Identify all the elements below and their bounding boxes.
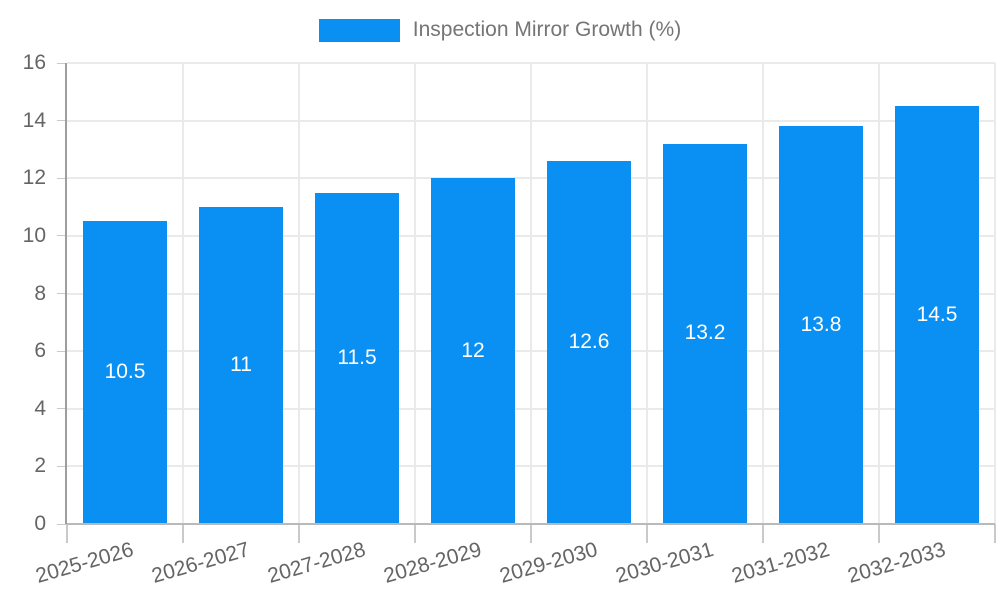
y-axis-tick-label: 0 — [34, 512, 46, 535]
bar-value-label: 11.5 — [337, 345, 377, 369]
gridline-vertical — [298, 63, 300, 524]
bar-value-label: 10.5 — [104, 360, 146, 384]
bar-value-label: 13.2 — [684, 321, 726, 345]
x-axis-tick-mark — [182, 524, 184, 543]
y-axis-tick-mark — [57, 350, 67, 352]
y-axis-tick-label: 10 — [22, 223, 46, 247]
bar[interactable] — [779, 126, 863, 523]
x-axis-tick-label: 2031-2032 — [728, 537, 832, 588]
y-axis-tick-label: 14 — [22, 108, 46, 132]
bar-value-label: 11 — [230, 353, 252, 377]
bar[interactable] — [663, 143, 747, 523]
y-axis-tick-mark — [57, 465, 67, 467]
x-axis-line — [67, 523, 995, 525]
y-axis-line — [65, 63, 67, 524]
y-axis-tick-label: 6 — [34, 339, 46, 363]
y-axis-tick-mark — [57, 235, 67, 237]
x-axis-tick-label: 2027-2028 — [264, 537, 368, 588]
bar[interactable] — [547, 160, 631, 523]
y-axis-tick-mark — [57, 523, 67, 525]
x-axis-tick-mark — [762, 524, 764, 543]
x-axis-tick-label: 2026-2027 — [148, 537, 252, 588]
x-axis-tick-mark — [298, 524, 300, 543]
x-axis-tick-mark — [66, 524, 68, 543]
y-axis-tick-label: 2 — [34, 454, 46, 478]
y-axis-tick-mark — [57, 177, 67, 179]
gridline-vertical — [994, 63, 996, 524]
bar[interactable] — [895, 106, 979, 523]
gridline-vertical — [762, 63, 764, 524]
gridline-vertical — [530, 63, 532, 524]
x-axis-tick-mark — [530, 524, 532, 543]
y-axis-tick-mark — [57, 120, 67, 122]
y-axis-tick-mark — [57, 293, 67, 294]
gridline-vertical — [878, 63, 880, 524]
x-axis-tick-mark — [646, 524, 648, 543]
y-axis-tick-mark — [57, 408, 67, 410]
x-axis-tick-mark — [994, 524, 996, 543]
gridline-vertical — [646, 63, 648, 524]
x-axis-tick-label: 2028-2029 — [380, 537, 484, 588]
bar[interactable] — [199, 207, 283, 523]
gridline-vertical — [182, 63, 184, 524]
bar-value-label: 12.6 — [568, 329, 610, 353]
y-axis-tick-label: 4 — [34, 396, 46, 420]
y-axis-tick-mark — [57, 62, 67, 64]
x-axis-tick-label: 2030-2031 — [612, 537, 716, 588]
bar[interactable] — [83, 221, 167, 523]
x-axis-tick-mark — [414, 524, 416, 543]
gridline-vertical — [414, 63, 416, 524]
legend-label: Inspection Mirror Growth (%) — [412, 18, 682, 41]
x-axis-tick-mark — [878, 524, 880, 543]
x-axis-tick-label: 2029-2030 — [496, 537, 600, 588]
bar[interactable] — [315, 192, 399, 523]
x-axis-tick-label: 2025-2026 — [32, 537, 136, 588]
bar-value-label: 12 — [461, 338, 485, 362]
x-axis-tick-label: 2032-2033 — [844, 537, 948, 588]
bar-value-label: 13.8 — [800, 312, 842, 336]
legend[interactable]: Inspection Mirror Growth (%) — [0, 17, 1000, 43]
y-axis-tick-label: 12 — [22, 166, 46, 190]
bar-value-label: 14.5 — [916, 302, 958, 326]
y-axis-tick-label: 8 — [34, 281, 46, 305]
legend-swatch — [318, 18, 400, 42]
bar[interactable] — [431, 178, 515, 523]
y-axis-tick-label: 16 — [22, 51, 46, 74]
